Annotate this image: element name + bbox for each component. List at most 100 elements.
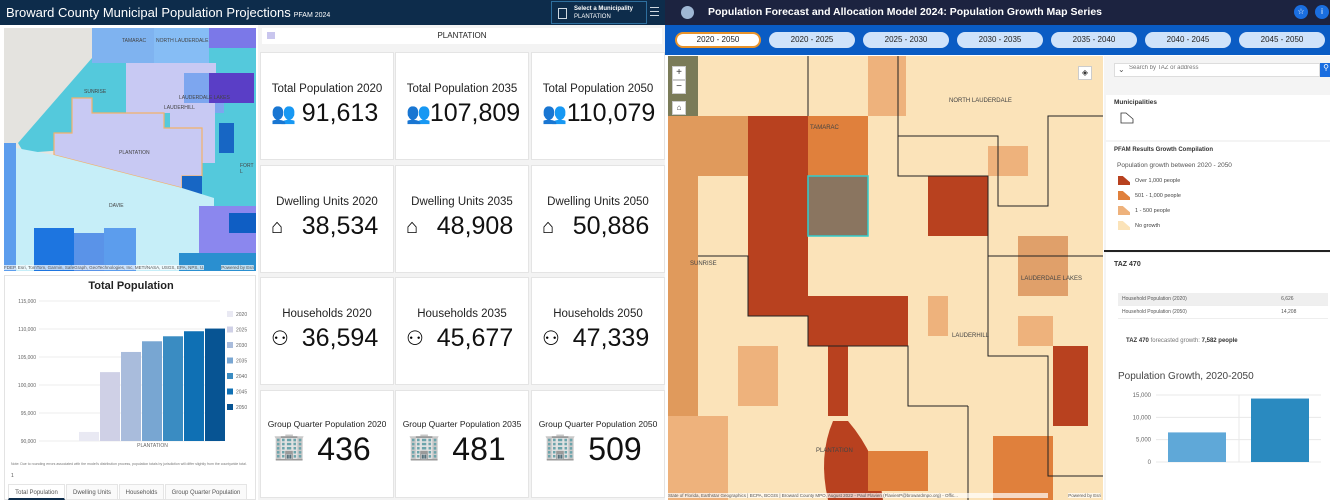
powered-by[interactable]: Powered by Esri (1068, 493, 1101, 498)
y-tick-label: 100,000 (18, 383, 36, 389)
search-box[interactable]: ⌄ (1114, 63, 1320, 77)
legend-title: Municipalities (1114, 99, 1157, 106)
y-tick-label: 5,000 (1136, 438, 1152, 444)
info-icon[interactable]: i (1315, 5, 1329, 19)
chart-note: Note: Due to rounding errors associated … (11, 462, 247, 466)
building-people-icon: 🏢 (408, 431, 441, 461)
kpi-label: Group Quarter Population 2035 (402, 419, 522, 429)
legend-item: 501 - 1,000 people (1118, 191, 1181, 200)
layers-icon[interactable]: ◈ (1078, 66, 1092, 80)
map-label: LAUDERDALE LAKES (179, 95, 230, 101)
legend-swatch (1118, 176, 1130, 185)
bar-2035[interactable] (142, 341, 162, 441)
legend-label: 2020 (236, 312, 247, 318)
tab-period[interactable]: 2035 - 2040 (1051, 32, 1137, 48)
growth-legend: PFAM Results Growth Compilation Populati… (1106, 142, 1330, 250)
map-attribution: FDEP, Esri, TomTom, Garmin, SafeGraph, G… (4, 265, 204, 270)
zoom-out-button[interactable]: − (672, 80, 686, 94)
app-title: Broward County Municipal Population Proj… (6, 5, 330, 20)
row-value: 6,626 (1277, 293, 1328, 306)
tab-period[interactable]: 2045 - 2050 (1239, 32, 1325, 48)
popup-title: TAZ 470 (1114, 261, 1141, 268)
bar-2040[interactable] (163, 336, 183, 441)
map-label: PLANTATION (816, 448, 853, 454)
legend-label: 2025 (236, 328, 247, 334)
population-growth-chart: 0 5,000 10,000 15,000 (1133, 393, 1321, 466)
bar-2030[interactable] (121, 351, 141, 441)
home-button[interactable]: ⌂ (672, 101, 686, 115)
legend-label: 501 - 1,000 people (1135, 192, 1181, 199)
kpi-label: Total Population 2050 (542, 83, 654, 95)
y-tick-label: 90,000 (21, 439, 37, 445)
kpi-value: 50,886 (572, 212, 650, 240)
search-icon[interactable]: ⚲ (1320, 63, 1330, 77)
tab-period[interactable]: 2030 - 2035 (957, 32, 1043, 48)
y-tick-label: 110,000 (18, 327, 36, 333)
map-label: TAMARAC (810, 125, 839, 131)
house-icon: ⌂ (542, 216, 555, 238)
growth-prefix: TAZ 470 (1126, 338, 1149, 344)
kpi-label: Total Population 2020 (271, 83, 383, 95)
tab-households[interactable]: Households (119, 484, 164, 500)
legend-label: 2030 (236, 343, 247, 349)
growth-value: 7,582 people (1201, 338, 1238, 344)
polygon-icon (267, 32, 275, 39)
bar-2050[interactable] (205, 328, 225, 441)
bar-2020[interactable] (79, 431, 99, 441)
growth-map[interactable]: TAMARAC NORTH LAUDERDALE SUNRISE LAUDERD… (668, 56, 1103, 500)
household-icon: ⚇ (271, 328, 289, 350)
kpi-card: Dwelling Units 2050 ⌂ 50,886 (531, 165, 665, 273)
chevron-down-icon[interactable]: ⌄ (1118, 65, 1125, 74)
kpi-label: Households 2050 (553, 308, 643, 320)
tab-total-population[interactable]: Total Population (8, 484, 65, 500)
kpi-value: 509 (588, 431, 642, 467)
kpi-label: Group Quarter Population 2050 (538, 419, 658, 429)
tab-period[interactable]: 2020 - 2025 (769, 32, 855, 48)
map-label: LAUDERHILL (952, 333, 990, 339)
total-population-chart: 90,000 95,000 100,000 105,000 110,000 115,000… (18, 299, 247, 449)
bar-2045[interactable] (184, 331, 204, 441)
chart-title: Population Growth, 2020-2050 (1118, 371, 1254, 382)
legend-label: 1 - 500 people (1135, 207, 1171, 214)
total-population-chart-panel: Total Population 90,000 95,000 100,000 105,… (4, 275, 256, 500)
bar-2025[interactable] (100, 372, 120, 441)
legend-swatch (227, 373, 233, 379)
people-icon: 👥 (406, 103, 431, 125)
map-label: FORT L (240, 163, 254, 175)
powered-by[interactable]: Powered by Esri (221, 265, 254, 270)
right-app-header: Population Forecast and Allocation Model… (665, 0, 1330, 25)
map-label: SUNRISE (690, 261, 717, 267)
kpi-value: 47,339 (572, 324, 650, 352)
legend-item: Over 1,000 people (1118, 176, 1180, 185)
legend-label: 2035 (236, 359, 247, 365)
people-icon: 👥 (271, 103, 296, 125)
tab-period[interactable]: 2040 - 2045 (1145, 32, 1231, 48)
search-input[interactable] (1129, 65, 1299, 71)
bar-2050[interactable] (1251, 398, 1309, 462)
kpi-label: Dwelling Units 2050 (547, 196, 649, 208)
bar-2020[interactable] (1168, 432, 1226, 462)
kpi-label: Dwelling Units 2020 (276, 196, 378, 208)
kpi-label: Group Quarter Population 2020 (267, 419, 387, 429)
row-key: Household Population (2050) (1118, 305, 1278, 319)
star-icon[interactable]: ☆ (1294, 5, 1308, 19)
zoom-in-button[interactable]: + (672, 66, 686, 80)
y-tick-label: 115,000 (18, 299, 36, 305)
kpi-value: 48,908 (436, 212, 514, 240)
kpi-card: Total Population 2050 👥 110,079 (531, 52, 665, 160)
municipality-selector[interactable]: Select a Municipality PLANTATION (551, 1, 647, 24)
left-app-header: Broward County Municipal Population Proj… (0, 0, 665, 25)
tab-dwelling-units[interactable]: Dwelling Units (66, 484, 118, 500)
tab-period[interactable]: 2025 - 2030 (863, 32, 949, 48)
tab-period[interactable]: 2020 - 2050 (675, 32, 761, 48)
kpi-card: Dwelling Units 2035 ⌂ 48,908 (395, 165, 529, 273)
legend-label: Over 1,000 people (1135, 177, 1181, 184)
municipality-map[interactable]: TAMARAC NORTH LAUDERDALE SUNRISE LAUDERD… (4, 28, 256, 271)
selected-title-text: PLANTATION (437, 31, 487, 40)
menu-icon[interactable] (650, 7, 659, 16)
legend-item: 1 - 500 people (1118, 206, 1170, 215)
tab-group-quarter-population[interactable]: Group Quarter Population (165, 484, 247, 500)
title-text: Broward County Municipal Population Proj… (6, 5, 291, 20)
map-label: LAUDERDALE LAKES (1021, 276, 1083, 282)
household-icon: ⚇ (406, 328, 424, 350)
